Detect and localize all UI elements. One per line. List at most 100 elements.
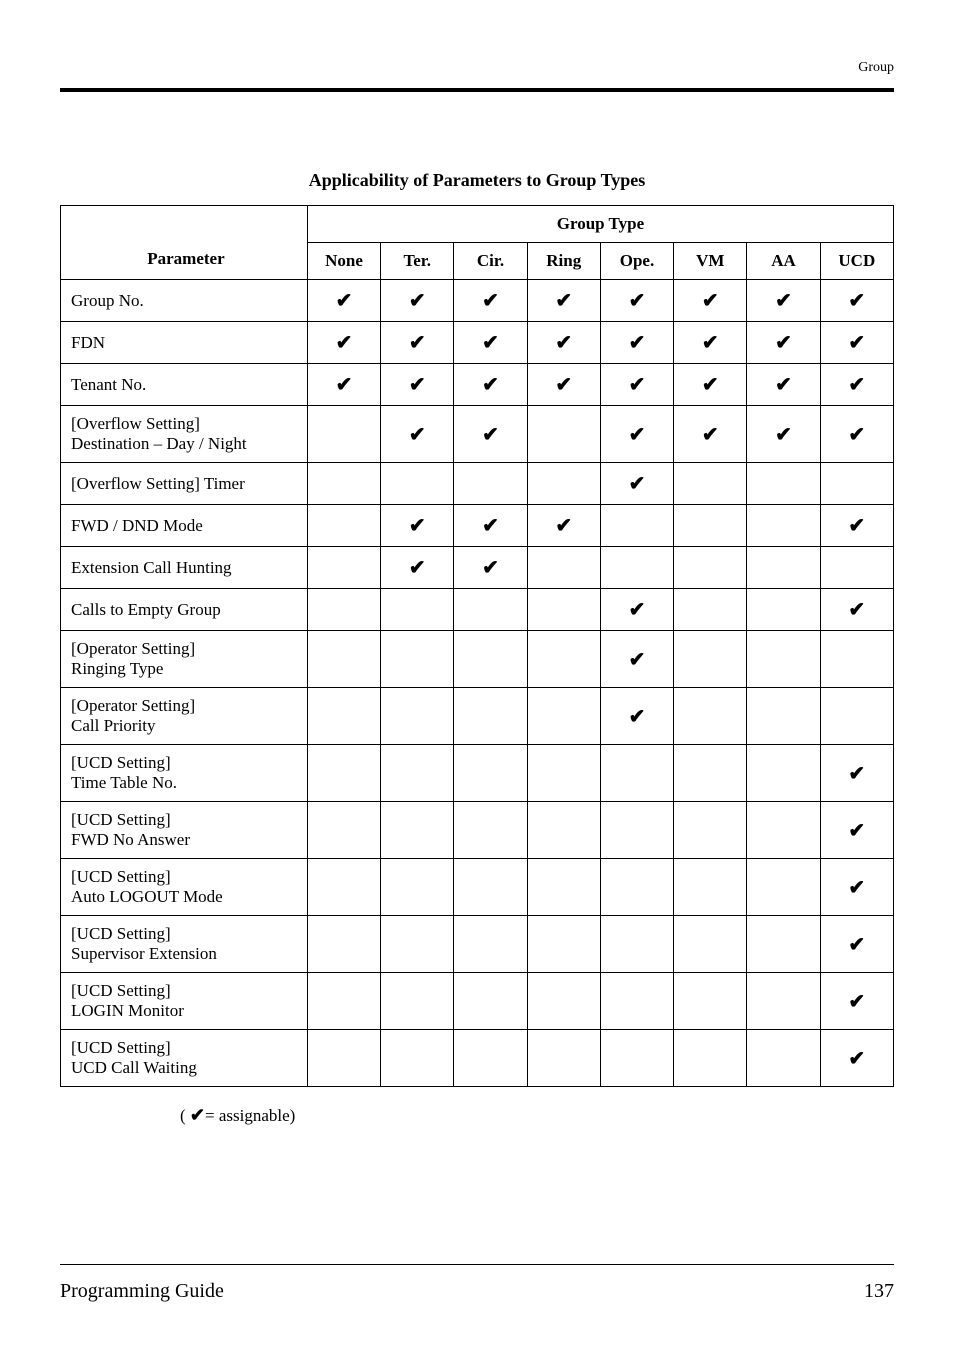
value-cell: ✔: [747, 406, 820, 463]
table-row: Extension Call Hunting✔✔: [61, 547, 894, 589]
value-cell: ✔: [674, 280, 747, 322]
value-cell: ✔: [381, 505, 454, 547]
table-row: [UCD Setting]FWD No Answer✔: [61, 802, 894, 859]
value-cell: ✔: [454, 406, 527, 463]
value-cell: [454, 631, 527, 688]
value-cell: ✔: [381, 406, 454, 463]
value-cell: [674, 745, 747, 802]
value-cell: [307, 631, 380, 688]
value-cell: [600, 973, 673, 1030]
value-cell: [527, 973, 600, 1030]
param-cell: Extension Call Hunting: [61, 547, 308, 589]
value-cell: [307, 745, 380, 802]
col-header-ter: Ter.: [381, 243, 454, 280]
value-cell: ✔: [820, 280, 893, 322]
value-cell: [454, 463, 527, 505]
param-cell: Calls to Empty Group: [61, 589, 308, 631]
value-cell: [747, 973, 820, 1030]
value-cell: [454, 859, 527, 916]
value-cell: ✔: [820, 406, 893, 463]
value-cell: [674, 916, 747, 973]
value-cell: [747, 1030, 820, 1087]
value-cell: [747, 463, 820, 505]
value-cell: ✔: [307, 364, 380, 406]
value-cell: [820, 547, 893, 589]
value-cell: [747, 505, 820, 547]
table-body: Group No.✔✔✔✔✔✔✔✔FDN✔✔✔✔✔✔✔✔Tenant No.✔✔…: [61, 280, 894, 1087]
legend-check-icon: ✔: [190, 1105, 205, 1125]
value-cell: [307, 505, 380, 547]
value-cell: [674, 589, 747, 631]
value-cell: [820, 463, 893, 505]
value-cell: [747, 589, 820, 631]
value-cell: ✔: [747, 280, 820, 322]
value-cell: [747, 547, 820, 589]
value-cell: [600, 916, 673, 973]
content-area: Applicability of Parameters to Group Typ…: [60, 0, 894, 1126]
legend-prefix: (: [180, 1106, 190, 1125]
param-cell: [UCD Setting]UCD Call Waiting: [61, 1030, 308, 1087]
value-cell: [600, 745, 673, 802]
value-cell: [747, 631, 820, 688]
value-cell: ✔: [454, 322, 527, 364]
value-cell: [381, 859, 454, 916]
value-cell: ✔: [307, 322, 380, 364]
param-cell: FWD / DND Mode: [61, 505, 308, 547]
value-cell: [527, 547, 600, 589]
value-cell: [307, 859, 380, 916]
col-header-aa: AA: [747, 243, 820, 280]
table-row: [Operator Setting]Call Priority✔: [61, 688, 894, 745]
value-cell: ✔: [307, 280, 380, 322]
value-cell: ✔: [600, 406, 673, 463]
value-cell: [454, 802, 527, 859]
value-cell: ✔: [820, 505, 893, 547]
value-cell: ✔: [381, 322, 454, 364]
value-cell: [674, 505, 747, 547]
value-cell: ✔: [600, 631, 673, 688]
applicability-table: Parameter Group Type None Ter. Cir. Ring…: [60, 205, 894, 1087]
value-cell: [600, 859, 673, 916]
value-cell: [674, 688, 747, 745]
value-cell: [527, 802, 600, 859]
col-header-vm: VM: [674, 243, 747, 280]
value-cell: [747, 802, 820, 859]
value-cell: ✔: [820, 322, 893, 364]
table-row: FWD / DND Mode✔✔✔✔: [61, 505, 894, 547]
value-cell: ✔: [747, 322, 820, 364]
footer-right: 137: [864, 1280, 894, 1303]
value-cell: ✔: [381, 280, 454, 322]
value-cell: ✔: [747, 364, 820, 406]
value-cell: [527, 745, 600, 802]
value-cell: [307, 406, 380, 463]
param-cell: [Overflow Setting] Timer: [61, 463, 308, 505]
col-header-cir: Cir.: [454, 243, 527, 280]
value-cell: ✔: [527, 505, 600, 547]
value-cell: [674, 631, 747, 688]
value-cell: [747, 859, 820, 916]
value-cell: [307, 547, 380, 589]
value-cell: [454, 1030, 527, 1087]
value-cell: [307, 802, 380, 859]
value-cell: ✔: [600, 280, 673, 322]
value-cell: ✔: [381, 364, 454, 406]
table-row: [UCD Setting]LOGIN Monitor✔: [61, 973, 894, 1030]
value-cell: ✔: [454, 505, 527, 547]
footer-left: Programming Guide: [60, 1280, 224, 1303]
table-row: Calls to Empty Group✔✔: [61, 589, 894, 631]
value-cell: [674, 547, 747, 589]
value-cell: ✔: [454, 364, 527, 406]
value-cell: [307, 589, 380, 631]
value-cell: ✔: [820, 973, 893, 1030]
value-cell: [381, 973, 454, 1030]
value-cell: [381, 916, 454, 973]
value-cell: ✔: [674, 364, 747, 406]
value-cell: [600, 1030, 673, 1087]
table-row: [Operator Setting]Ringing Type✔: [61, 631, 894, 688]
value-cell: [674, 463, 747, 505]
value-cell: [820, 631, 893, 688]
param-cell: [UCD Setting]FWD No Answer: [61, 802, 308, 859]
param-cell: [UCD Setting]Time Table No.: [61, 745, 308, 802]
value-cell: [674, 802, 747, 859]
param-cell: [Operator Setting]Call Priority: [61, 688, 308, 745]
value-cell: [600, 547, 673, 589]
